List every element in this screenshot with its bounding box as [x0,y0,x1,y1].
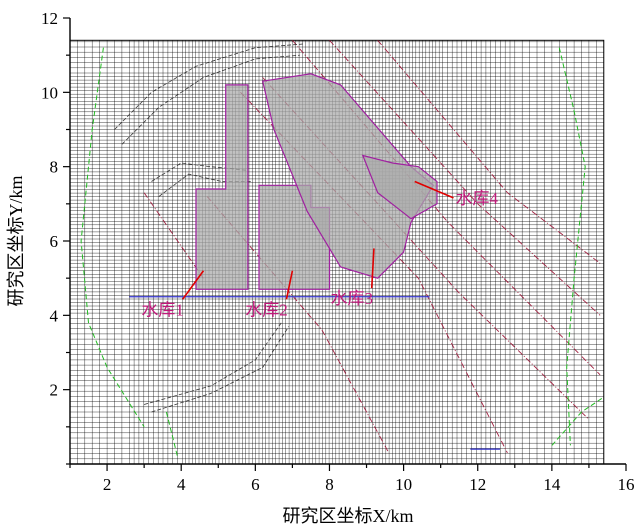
fault-line [329,39,601,316]
x-tick-label: 8 [325,475,334,494]
y-axis-title: 研究区坐标Y/km [6,175,26,306]
x-tick-label: 6 [251,475,260,494]
y-tick-label: 12 [41,9,58,28]
y-tick-label: 2 [50,381,59,400]
x-tick-label: 12 [469,475,486,494]
boundary-line [558,47,586,446]
fault-line [377,40,601,264]
contour-trace [114,43,304,130]
contour-trace [151,162,248,182]
mesh-border [70,39,605,464]
leader-line-2 [285,270,294,300]
reservoir-area-4 [361,154,438,220]
contour-trace [143,322,282,405]
y-tick-label: 8 [50,158,59,177]
contour-trace [151,326,290,413]
reservoir-area-3 [261,73,435,279]
fault-line [143,192,204,279]
y-tick-label: 10 [41,83,58,102]
reservoir-annotations: 水库1 水库2 水库3 水库4 [141,180,498,319]
reservoir-area-1 [195,84,249,290]
axes: 2 4 6 8 10 12 14 16 2 4 6 8 10 12 [41,9,635,494]
x-tick-label: 4 [177,475,186,494]
x-tick-label: 10 [395,475,412,494]
contour-trace [121,54,300,145]
boundary-lines [80,47,605,457]
x-axis-title: 研究区坐标X/km [282,506,413,526]
fault-line [262,77,590,420]
boundary-line [80,47,145,428]
leader-line-4 [414,180,454,199]
x-tick-label: 14 [543,475,561,494]
y-tick-label: 6 [50,232,59,251]
reservoir-label-2: 水库2 [245,300,288,319]
boundary-line [551,396,605,446]
reservoir-layer [195,73,438,290]
reservoir-label-1: 水库1 [141,300,184,319]
reservoir-label-3: 水库3 [330,289,373,308]
y-tick-label: 4 [50,306,59,325]
leader-line-1 [182,270,205,300]
reservoir-label-4: 水库4 [455,189,498,208]
leader-line-3 [370,248,375,289]
x-tick-label: 2 [103,475,112,494]
x-tick-label: 16 [618,475,635,494]
